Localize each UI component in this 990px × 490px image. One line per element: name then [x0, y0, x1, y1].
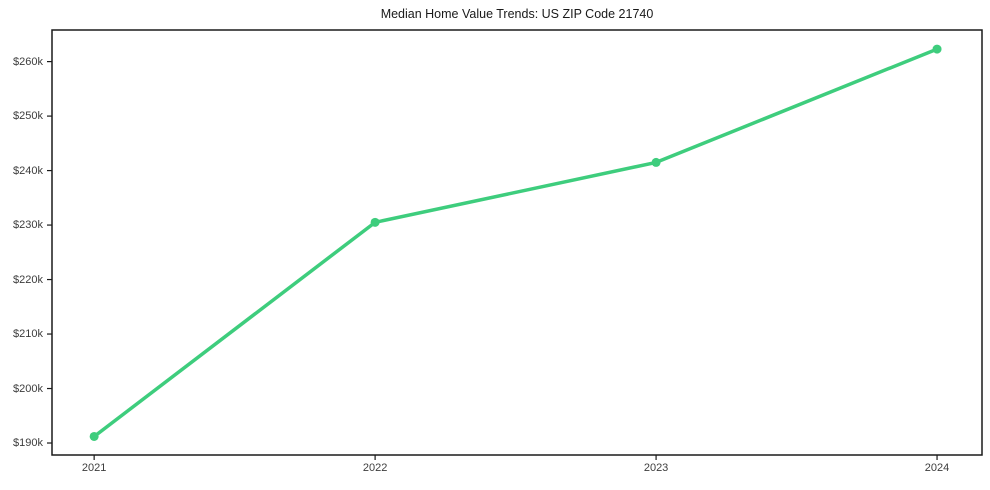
- plot-border: [51, 29, 983, 456]
- data-point-2023: [651, 157, 661, 167]
- data-point-2022: [370, 217, 380, 227]
- chart-title: Median Home Value Trends: US ZIP Code 21…: [380, 7, 654, 21]
- y-tick-label: $230k: [13, 219, 43, 232]
- y-tick-label: $200k: [13, 382, 43, 395]
- series-line: [92, 47, 939, 439]
- x-tick-label: 2023: [643, 462, 669, 474]
- y-tick-label: $190k: [13, 437, 43, 449]
- y-tick-label: $220k: [13, 273, 43, 286]
- y-tick-label: $250k: [13, 110, 43, 123]
- y-tick-label: $210k: [13, 328, 43, 341]
- data-point-2024: [932, 44, 942, 54]
- data-point-2021: [89, 431, 99, 441]
- y-tick-label: $240k: [13, 164, 43, 177]
- x-tick-label: 2022: [362, 462, 388, 474]
- x-tick-label: 2021: [81, 462, 107, 474]
- x-tick-label: 2024: [924, 462, 950, 474]
- y-tick-label: $260k: [13, 55, 43, 68]
